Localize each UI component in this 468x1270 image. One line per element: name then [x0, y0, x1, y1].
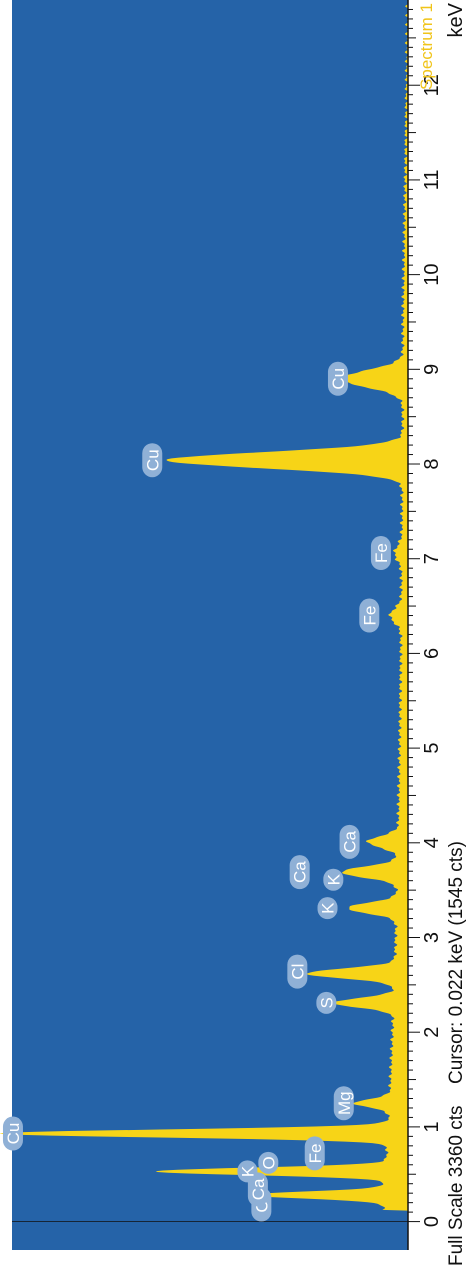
peak-label-bubble — [237, 1160, 258, 1183]
x-tick-label: 0 — [421, 1216, 443, 1227]
x-tick-label-text: 2 — [421, 1027, 443, 1038]
x-axis-label: keV — [445, 2, 467, 37]
peak-label: K — [317, 897, 338, 920]
x-tick-label-text: 10 — [421, 263, 443, 285]
x-tick-label: 3 — [421, 932, 443, 943]
peak-label-text: K — [319, 902, 338, 914]
x-tick-label: 5 — [421, 743, 443, 754]
spectrum-area — [0, 0, 408, 1250]
peak-label-bubble — [327, 361, 348, 396]
peak-label-bubble — [333, 1086, 354, 1121]
peak-label-bubble — [317, 897, 338, 920]
peak-label: Fe — [370, 536, 391, 571]
peak-label-text: Cl — [288, 964, 307, 980]
peak-label: K — [237, 1160, 258, 1183]
peak-label-bubble — [323, 868, 344, 891]
peak-label: Ca — [247, 1172, 268, 1207]
peak-label: O — [258, 1151, 279, 1174]
x-tick-label: 11 — [421, 170, 443, 191]
peak-label: Ca — [289, 855, 310, 890]
peak-label-text: Ca — [341, 830, 360, 852]
peak-label-text: O — [259, 1156, 278, 1169]
peak-label-text: Fe — [306, 1143, 325, 1163]
x-tick-label-text: 1 — [421, 1121, 443, 1132]
peak-label: Mg — [333, 1086, 354, 1121]
peak-label-bubble — [258, 1151, 279, 1174]
peak-label-bubble — [316, 991, 337, 1014]
chart-title-group: Spectrum 1 — [417, 3, 436, 90]
x-tick-label: 12 — [421, 74, 443, 96]
peak-label-text: Ca — [249, 1178, 268, 1200]
peak-label-text: Fe — [360, 606, 379, 626]
peak-label-bubble — [289, 855, 310, 890]
peak-label-bubble — [339, 824, 360, 859]
x-tick-label-text: 4 — [421, 837, 443, 848]
x-axis-label-group: keV — [445, 2, 467, 37]
x-tick-label-text: 8 — [421, 458, 443, 469]
x-tick-label: 6 — [421, 648, 443, 659]
peak-label: Fe — [359, 598, 380, 633]
peak-label: K — [323, 868, 344, 891]
peak-label: Cu — [327, 361, 348, 396]
peak-label-text: Cu — [329, 368, 348, 390]
peak-label-text: S — [317, 997, 336, 1008]
x-tick-label-text: 3 — [421, 932, 443, 943]
peak-label: Cu — [2, 1116, 23, 1151]
x-tick-label-text: 11 — [421, 170, 443, 191]
peak-label: S — [316, 991, 337, 1014]
x-tick-label: 9 — [421, 364, 443, 375]
x-tick-label: 2 — [421, 1027, 443, 1038]
x-tick-label: 1 — [421, 1121, 443, 1132]
peak-label-text: Cu — [4, 1123, 23, 1145]
peak-label: Ca — [339, 824, 360, 859]
full-scale-readout: Full Scale 3360 cts — [446, 1105, 467, 1266]
peak-label-text: K — [324, 873, 343, 885]
status-line-group: Full Scale 3360 cts Cursor: 0.022 keV (1… — [446, 841, 467, 1266]
peak-label: Fe — [304, 1136, 325, 1171]
x-tick-label-text: 6 — [421, 648, 443, 659]
peak-label-text: K — [238, 1165, 257, 1177]
peak-label-bubble — [359, 598, 380, 633]
plot-background — [12, 0, 408, 1250]
peak-label-text: Ca — [291, 861, 310, 883]
peak-label-bubble — [370, 536, 391, 571]
peak-label-bubble — [142, 443, 163, 478]
x-tick-label-text: 5 — [421, 743, 443, 754]
x-tick-label-text: 0 — [421, 1216, 443, 1227]
x-tick-label-text: 12 — [421, 74, 443, 96]
peak-label: Cl — [287, 954, 308, 989]
peak-label-bubble — [304, 1136, 325, 1171]
x-tick-label: 10 — [421, 263, 443, 285]
peak-label-bubble — [2, 1116, 23, 1151]
peak-label-text: Mg — [335, 1091, 354, 1115]
x-tick-label-text: 7 — [421, 553, 443, 564]
peak-labels: ClCaKOFeCuMgSClKKCaCaFeFeCuCu — [2, 361, 391, 1222]
peak-label-text: Fe — [372, 543, 391, 563]
peak-label-bubble — [247, 1172, 268, 1207]
x-tick-label-text: 9 — [421, 364, 443, 375]
x-tick-label: 8 — [421, 458, 443, 469]
peak-label-text: Cu — [143, 449, 162, 471]
x-tick-label: 4 — [421, 837, 443, 848]
peak-label: Cu — [142, 443, 163, 478]
cursor-readout: Cursor: 0.022 keV (1545 cts) — [446, 841, 467, 1084]
peak-label-bubble — [287, 954, 308, 989]
x-tick-label: 7 — [421, 553, 443, 564]
chart-title: Spectrum 1 — [417, 3, 436, 90]
